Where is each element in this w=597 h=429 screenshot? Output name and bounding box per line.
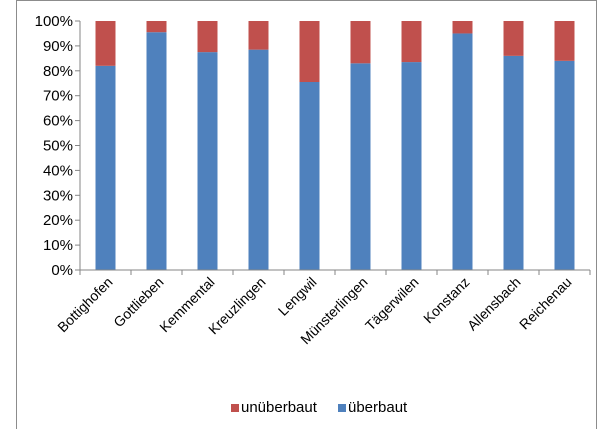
y-tick-label: 30%	[43, 187, 73, 204]
bar-segment-unueberbaut	[554, 21, 575, 61]
legend-label: unüberbaut	[241, 399, 318, 416]
bar-segment-ueberbaut	[299, 82, 320, 270]
legend-swatch	[338, 404, 346, 412]
y-tick-label: 0%	[51, 262, 73, 279]
y-tick-label: 90%	[43, 38, 73, 55]
bar-segment-ueberbaut	[401, 62, 422, 271]
bar-segment-unueberbaut	[503, 21, 524, 56]
bar-segment-unueberbaut	[350, 21, 371, 64]
y-tick-label: 20%	[43, 212, 73, 229]
bar-segment-unueberbaut	[299, 21, 320, 83]
legend-swatch	[231, 404, 239, 412]
bar-segment-unueberbaut	[248, 21, 269, 50]
bar-segment-unueberbaut	[95, 21, 116, 66]
bar-segment-ueberbaut	[554, 60, 575, 271]
bar-segment-unueberbaut	[401, 21, 422, 63]
bar-segment-unueberbaut	[452, 21, 473, 34]
y-tick-label: 60%	[43, 113, 73, 130]
bar-segment-unueberbaut	[197, 21, 218, 53]
bar-segment-ueberbaut	[248, 49, 269, 271]
legend: unüberbaut überbaut	[231, 399, 408, 416]
y-tick-label: 50%	[43, 138, 73, 155]
y-tick-label: 10%	[43, 237, 73, 254]
y-axis-ticks: 0% 10% 20% 30% 40% 50% 60% 70% 80% 90% 100%	[35, 13, 80, 279]
bar-segment-ueberbaut	[452, 33, 473, 271]
y-tick-label: 100%	[35, 13, 73, 30]
bar-segment-ueberbaut	[350, 63, 371, 270]
bar-segment-ueberbaut	[197, 52, 218, 270]
y-tick-label: 40%	[43, 162, 73, 179]
bars	[95, 21, 575, 271]
legend-label: überbaut	[348, 399, 408, 416]
bar-segment-ueberbaut	[503, 55, 524, 270]
y-tick-label: 80%	[43, 63, 73, 80]
bar-segment-ueberbaut	[95, 65, 116, 270]
y-tick-label: 70%	[43, 88, 73, 105]
bar-segment-unueberbaut	[146, 21, 167, 33]
bar-segment-ueberbaut	[146, 32, 167, 270]
